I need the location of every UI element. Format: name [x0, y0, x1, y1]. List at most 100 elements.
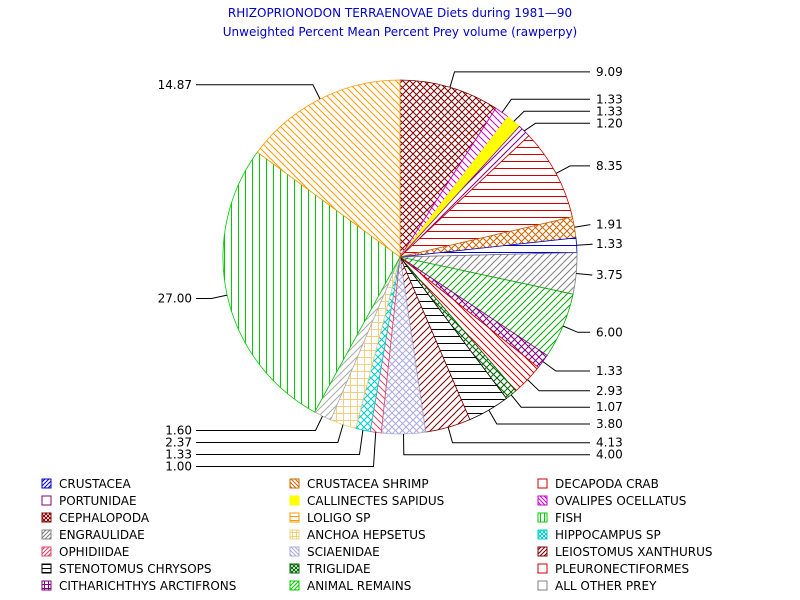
- leader-line-ovalipes-ocellatus: [501, 98, 590, 113]
- legend-label-loligo-sp: LOLIGO SP: [307, 511, 370, 525]
- slice-label-all-other-prey: 3.75: [596, 268, 623, 282]
- legend-swatch-callinectes-sapidus: [289, 495, 300, 506]
- legend-swatch-decapoda-crab: [537, 478, 548, 489]
- slice-label-decapoda-crab: 8.35: [596, 159, 623, 173]
- legend-item-ophidiidae: OPHIDIIDAE: [41, 545, 129, 559]
- legend-swatch-animal-remains: [289, 580, 300, 591]
- slice-label-engraulidae: 1.60: [165, 424, 192, 438]
- leader-line-callinectes-sapidus: [513, 110, 590, 122]
- slice-leader-lines: [196, 71, 593, 467]
- legend-label-fish: FISH: [555, 511, 582, 525]
- leader-line-stenotomus-chrysops: [488, 409, 590, 425]
- legend-swatch-ophidiidae: [41, 546, 52, 557]
- pie-slices: [222, 79, 578, 435]
- legend-item-engraulidae: ENGRAULIDAE: [41, 528, 145, 542]
- slice-label-loligo-sp: 14.87: [158, 78, 192, 92]
- legend-swatch-citharichthys-arctifrons: [41, 580, 52, 591]
- slice-label-anchoa-hepsetus: 2.37: [165, 436, 192, 450]
- legend-swatch-ovalipes-ocellatus: [537, 495, 548, 506]
- leader-line-hippocampus-sp: [196, 430, 364, 455]
- legend-item-portunidae: PORTUNIDAE: [41, 494, 137, 508]
- legend-label-all-other-prey: ALL OTHER PREY: [555, 579, 657, 593]
- legend-label-ovalipes-ocellatus: OVALIPES OCELLATUS: [555, 494, 686, 508]
- leader-line-animal-remains: [562, 325, 590, 333]
- legend-item-fish: FISH: [537, 511, 582, 525]
- leader-line-fish: [196, 294, 228, 299]
- legend-swatch-cephalopoda: [41, 512, 52, 523]
- leader-line-engraulidae: [196, 415, 323, 431]
- legend-swatch-stenotomus-chrysops: [41, 563, 52, 574]
- slice-loligo-sp: [256, 79, 401, 258]
- legend-item-pleuronectiformes: PLEURONECTIFORMES: [537, 562, 689, 576]
- slice-label-callinectes-sapidus: 1.33: [596, 104, 623, 118]
- legend-item-leiostomus-xanthurus: LEIOSTOMUS XANTHURUS: [537, 545, 713, 559]
- slice-label-fish: 27.00: [158, 292, 192, 306]
- legend-item-crustacea: CRUSTACEA: [41, 477, 131, 491]
- legend-item-stenotomus-chrysops: STENOTOMUS CHRYSOPS: [41, 562, 212, 576]
- legend-item-citharichthys-arctifrons: CITHARICHTHYS ARCTIFRONS: [41, 579, 236, 593]
- legend-label-animal-remains: ANIMAL REMAINS: [307, 579, 411, 593]
- leader-line-loligo-sp: [196, 84, 321, 100]
- leader-line-portunidae: [523, 122, 590, 132]
- slice-label-citharichthys-arctifrons: 1.33: [596, 364, 623, 378]
- legend-item-anchoa-hepsetus: ANCHOA HEPSETUS: [289, 528, 426, 542]
- slice-labels: 9.091.331.331.208.351.911.333.756.001.33…: [158, 65, 623, 474]
- legend-item-sciaenidae: SCIAENIDAE: [289, 545, 380, 559]
- legend-item-cephalopoda: CEPHALOPODA: [41, 511, 150, 525]
- legend-item-hippocampus-sp: HIPPOCAMPUS SP: [537, 528, 661, 542]
- legend-label-stenotomus-chrysops: STENOTOMUS CHRYSOPS: [59, 562, 212, 576]
- legend-swatch-engraulidae: [41, 529, 52, 540]
- legend-label-decapoda-crab: DECAPODA CRAB: [555, 477, 659, 491]
- legend-swatch-sciaenidae: [289, 546, 300, 557]
- legend-swatch-triglidae: [289, 563, 300, 574]
- legend-label-triglidae: TRIGLIDAE: [306, 562, 371, 576]
- leader-line-pleuronectiformes: [527, 379, 590, 392]
- legend-label-citharichthys-arctifrons: CITHARICHTHYS ARCTIFRONS: [59, 579, 236, 593]
- legend-swatch-hippocampus-sp: [537, 529, 548, 540]
- slice-label-crustacea-shrimp: 1.91: [596, 218, 623, 232]
- slice-label-hippocampus-sp: 1.33: [165, 448, 192, 462]
- leader-line-crustacea-shrimp: [574, 224, 591, 228]
- legend-item-ovalipes-ocellatus: OVALIPES OCELLATUS: [537, 494, 686, 508]
- legend-label-portunidae: PORTUNIDAE: [59, 494, 137, 508]
- legend-item-loligo-sp: LOLIGO SP: [289, 511, 370, 525]
- chart-title: RHIZOPRIONODON TERRAENOVAE Diets during …: [228, 6, 572, 20]
- legend-label-ophidiidae: OPHIDIIDAE: [59, 545, 129, 559]
- legend-item-callinectes-sapidus: CALLINECTES SAPIDUS: [289, 494, 444, 508]
- leader-line-anchoa-hepsetus: [196, 424, 344, 443]
- legend-item-decapoda-crab: DECAPODA CRAB: [537, 477, 659, 491]
- leader-line-cephalopoda: [449, 71, 590, 88]
- legend-swatch-loligo-sp: [289, 512, 300, 523]
- legend-item-triglidae: TRIGLIDAE: [289, 562, 371, 576]
- slice-label-animal-remains: 6.00: [596, 325, 623, 339]
- slice-label-triglidae: 1.07: [596, 400, 623, 414]
- legend-swatch-portunidae: [41, 495, 52, 506]
- leader-line-all-other-prey: [576, 273, 593, 276]
- legend-label-crustacea-shrimp: CRUSTACEA SHRIMP: [307, 477, 429, 491]
- legend-item-animal-remains: ANIMAL REMAINS: [289, 579, 411, 593]
- legend-label-anchoa-hepsetus: ANCHOA HEPSETUS: [307, 528, 426, 542]
- legend-item-all-other-prey: ALL OTHER PREY: [537, 579, 657, 593]
- slice-fish: [222, 151, 401, 413]
- leader-line-ophidiidae: [196, 432, 377, 467]
- legend-label-hippocampus-sp: HIPPOCAMPUS SP: [555, 528, 661, 542]
- legend-item-crustacea-shrimp: CRUSTACEA SHRIMP: [289, 477, 429, 491]
- legend: CRUSTACEA CRUSTACEA SHRIMP DECAPODA CRAB PO…: [41, 477, 713, 593]
- leader-line-triglidae: [510, 394, 590, 408]
- leader-line-decapoda-crab: [555, 165, 590, 174]
- slice-label-leiostomus-xanthurus: 4.13: [596, 436, 623, 450]
- slice-label-stenotomus-chrysops: 3.80: [596, 417, 623, 431]
- legend-swatch-fish: [537, 512, 548, 523]
- slice-label-cephalopoda: 9.09: [596, 65, 623, 79]
- leader-line-leiostomus-xanthurus: [447, 427, 590, 444]
- legend-label-cephalopoda: CEPHALOPODA: [59, 511, 150, 525]
- legend-label-sciaenidae: SCIAENIDAE: [307, 545, 380, 559]
- slice-label-sciaenidae: 4.00: [596, 448, 623, 462]
- legend-swatch-anchoa-hepsetus: [289, 529, 300, 540]
- slice-label-pleuronectiformes: 2.93: [596, 384, 623, 398]
- leader-line-sciaenidae: [403, 433, 590, 456]
- legend-swatch-all-other-prey: [537, 580, 548, 591]
- legend-swatch-leiostomus-xanthurus: [537, 546, 548, 557]
- slice-label-ovalipes-ocellatus: 1.33: [596, 92, 623, 106]
